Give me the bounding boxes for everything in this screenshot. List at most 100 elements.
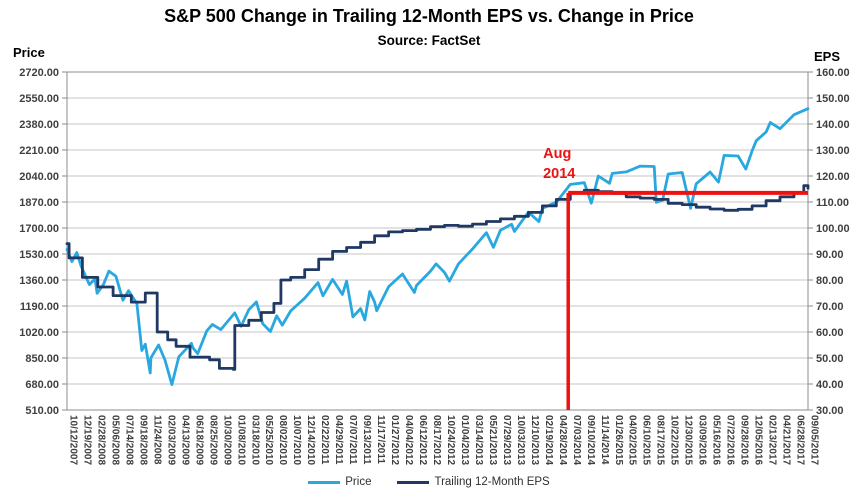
svg-text:12/10/2013: 12/10/2013: [529, 415, 540, 465]
svg-text:680.00: 680.00: [25, 379, 59, 391]
svg-text:510.00: 510.00: [25, 405, 59, 417]
svg-text:10/07/2010: 10/07/2010: [291, 415, 302, 465]
legend-label-eps: Trailing 12-Month EPS: [434, 476, 550, 488]
left-axis-title: Price: [13, 45, 45, 60]
svg-text:12/05/2016: 12/05/2016: [753, 415, 764, 465]
legend-item-price: Price: [308, 476, 371, 488]
svg-text:2720.00: 2720.00: [19, 67, 59, 79]
svg-text:07/22/2016: 07/22/2016: [725, 415, 736, 465]
svg-text:1530.00: 1530.00: [19, 249, 59, 261]
plot-border: [66, 71, 809, 411]
svg-text:02/19/2014: 02/19/2014: [543, 415, 554, 465]
svg-text:01/04/2013: 01/04/2013: [459, 415, 470, 465]
svg-text:03/18/2010: 03/18/2010: [249, 415, 260, 465]
gridlines: [67, 71, 808, 411]
svg-text:08/02/2010: 08/02/2010: [277, 415, 288, 465]
svg-text:04/28/2014: 04/28/2014: [557, 415, 568, 465]
svg-text:1870.00: 1870.00: [19, 197, 59, 209]
svg-text:11/17/2011: 11/17/2011: [375, 415, 386, 464]
chart-legend: Price Trailing 12-Month EPS: [0, 476, 858, 488]
svg-text:08/25/2009: 08/25/2009: [207, 415, 218, 465]
svg-text:07/07/2011: 07/07/2011: [347, 415, 358, 465]
svg-text:90.00: 90.00: [816, 249, 844, 261]
svg-text:1700.00: 1700.00: [19, 223, 59, 235]
svg-text:09/10/2014: 09/10/2014: [585, 415, 596, 465]
svg-text:1190.00: 1190.00: [20, 301, 59, 313]
svg-text:160.00: 160.00: [816, 67, 850, 79]
svg-text:06/28/2017: 06/28/2017: [795, 415, 806, 465]
svg-text:09/28/2016: 09/28/2016: [739, 415, 750, 465]
svg-text:02/03/2009: 02/03/2009: [165, 415, 176, 465]
svg-text:07/03/2014: 07/03/2014: [571, 415, 582, 465]
svg-text:05/25/2010: 05/25/2010: [263, 415, 274, 465]
svg-text:50.00: 50.00: [816, 353, 844, 365]
svg-text:08/17/2015: 08/17/2015: [655, 415, 666, 465]
svg-text:02/28/2008: 02/28/2008: [95, 415, 106, 465]
x-axis-tick-labels: 10/12/2007 12/19/2007 02/28/2008 05/06/2008…: [68, 415, 820, 465]
eps-line-swatch: [397, 480, 430, 484]
svg-text:10/24/2012: 10/24/2012: [445, 415, 456, 465]
svg-text:04/29/2011: 04/29/2011: [333, 415, 344, 465]
svg-text:03/09/2016: 03/09/2016: [697, 415, 708, 465]
svg-text:03/14/2013: 03/14/2013: [473, 415, 484, 465]
svg-text:140.00: 140.00: [816, 119, 850, 131]
svg-text:02/13/2017: 02/13/2017: [767, 415, 778, 465]
svg-text:1360.00: 1360.00: [19, 275, 59, 287]
right-axis-tick-labels: 160.00 150.00 140.00 130.00 120.00 110.00 100.…: [816, 67, 850, 417]
svg-text:04/02/2015: 04/02/2015: [627, 415, 638, 465]
right-axis-title: EPS: [814, 49, 841, 64]
svg-text:12/19/2007: 12/19/2007: [81, 415, 92, 465]
svg-text:09/05/2017: 09/05/2017: [809, 415, 820, 465]
svg-text:2040.00: 2040.00: [19, 171, 59, 183]
svg-text:04/04/2012: 04/04/2012: [403, 415, 414, 465]
svg-text:120.00: 120.00: [816, 171, 850, 183]
svg-text:06/10/2015: 06/10/2015: [641, 415, 652, 465]
series-trailing-12-month-eps: [65, 184, 810, 371]
svg-text:30.00: 30.00: [816, 405, 844, 417]
svg-text:04/21/2017: 04/21/2017: [781, 415, 792, 465]
svg-text:09/18/2008: 09/18/2008: [137, 415, 148, 465]
svg-text:01/27/2012: 01/27/2012: [389, 415, 400, 465]
chart-title: S&P 500 Change in Trailing 12-Month EPS …: [164, 6, 694, 26]
svg-text:07/29/2013: 07/29/2013: [501, 415, 512, 465]
svg-text:130.00: 130.00: [816, 145, 850, 157]
svg-text:01/26/2015: 01/26/2015: [613, 415, 624, 465]
svg-text:07/14/2008: 07/14/2008: [123, 415, 134, 465]
annotation-text: Aug: [543, 146, 571, 162]
svg-text:10/03/2013: 10/03/2013: [515, 415, 526, 465]
svg-text:80.00: 80.00: [816, 275, 844, 287]
svg-text:09/13/2011: 09/13/2011: [361, 415, 372, 465]
svg-text:04/13/2009: 04/13/2009: [179, 415, 190, 465]
svg-text:08/17/2012: 08/17/2012: [431, 415, 442, 465]
svg-text:10/22/2015: 10/22/2015: [669, 415, 680, 465]
chart-subtitle: Source: FactSet: [377, 33, 481, 48]
svg-text:2380.00: 2380.00: [19, 119, 59, 131]
svg-text:150.00: 150.00: [816, 93, 850, 105]
legend-item-eps: Trailing 12-Month EPS: [397, 476, 550, 488]
annotation-text: 2014: [543, 166, 575, 182]
axis-ticks: [62, 71, 813, 411]
svg-text:12/14/2010: 12/14/2010: [305, 415, 316, 465]
svg-text:05/16/2016: 05/16/2016: [711, 415, 722, 465]
legend-label-price: Price: [345, 476, 372, 488]
svg-text:05/06/2008: 05/06/2008: [109, 415, 120, 465]
svg-text:01/08/2010: 01/08/2010: [235, 415, 246, 465]
svg-text:10/12/2007: 10/12/2007: [68, 415, 79, 465]
svg-text:40.00: 40.00: [816, 379, 844, 391]
svg-text:11/24/2008: 11/24/2008: [151, 415, 162, 465]
svg-text:100.00: 100.00: [816, 223, 850, 235]
svg-text:05/21/2013: 05/21/2013: [487, 415, 498, 465]
svg-text:11/14/2014: 11/14/2014: [599, 415, 610, 465]
svg-text:110.00: 110.00: [816, 197, 849, 209]
svg-text:06/18/2009: 06/18/2009: [193, 415, 204, 465]
svg-text:1020.00: 1020.00: [19, 327, 59, 339]
aug-2014-annotation: Aug 2014: [543, 146, 808, 410]
left-axis-tick-labels: 2720.00 2550.00 2380.00 2210.00 2040.00 1870.…: [19, 67, 59, 417]
svg-text:10/30/2009: 10/30/2009: [221, 415, 232, 465]
svg-text:06/12/2012: 06/12/2012: [417, 415, 428, 465]
price-line-swatch: [308, 480, 341, 484]
svg-text:02/22/2011: 02/22/2011: [319, 415, 330, 465]
svg-text:70.00: 70.00: [816, 301, 844, 313]
